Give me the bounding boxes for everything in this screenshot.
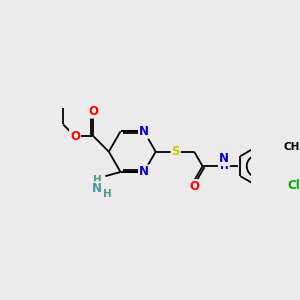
Text: N: N: [219, 152, 229, 165]
Text: H: H: [93, 175, 101, 185]
Text: S: S: [172, 145, 180, 158]
Text: Cl: Cl: [287, 179, 300, 192]
Text: O: O: [70, 130, 80, 143]
Text: O: O: [189, 180, 199, 193]
Text: N: N: [139, 166, 149, 178]
Text: N: N: [92, 182, 102, 195]
Text: CH₃: CH₃: [283, 142, 300, 152]
Text: H: H: [220, 161, 229, 171]
Text: O: O: [88, 105, 98, 118]
Text: N: N: [139, 125, 149, 138]
Text: H: H: [103, 189, 112, 199]
